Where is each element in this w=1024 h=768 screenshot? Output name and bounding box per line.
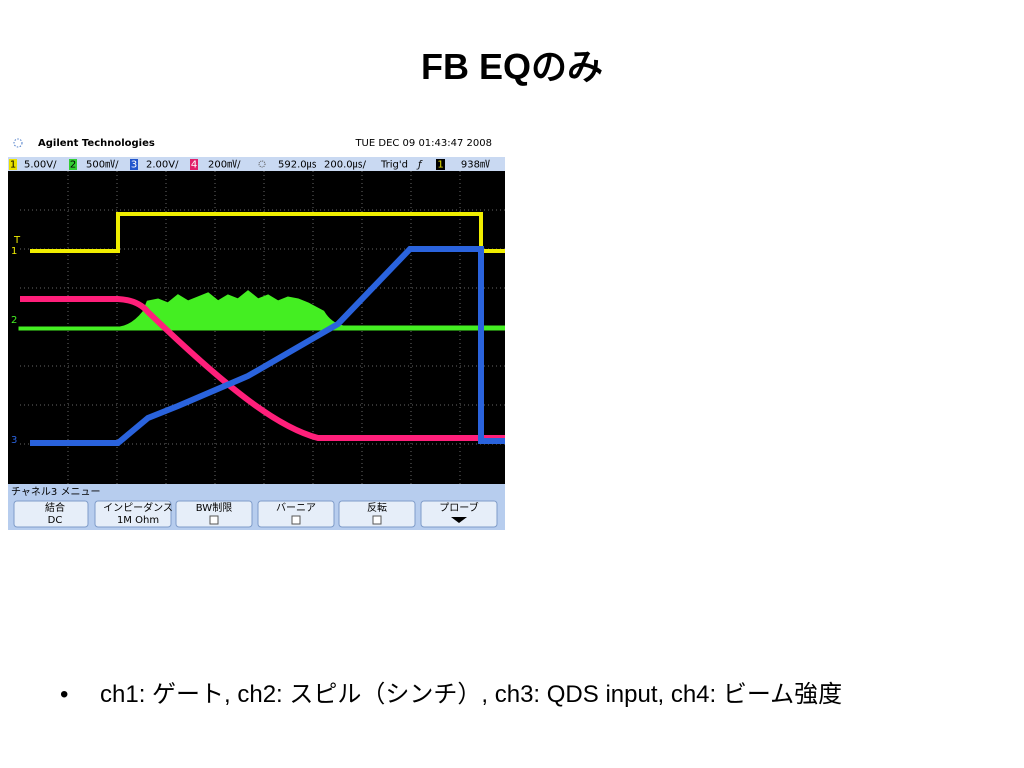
softkey[interactable] [13, 500, 89, 528]
ch1-scale: 5.00V/ [24, 160, 57, 171]
delay-icon [258, 160, 266, 168]
softkey[interactable] [257, 500, 335, 528]
ch2-scale: 500㎷/ [86, 160, 119, 171]
oscilloscope-screenshot: Agilent Technologies TUE DEC 09 01:43:47… [8, 130, 505, 530]
trigger-level: 938㎷ [461, 160, 490, 171]
checkbox [291, 515, 301, 525]
softkeys: 結合 DC インピーダンス 1M Ohm BW制限 バーニア 反転 プローブ [13, 500, 498, 528]
ch1-marker: 1 [11, 246, 17, 257]
ch4-badge [190, 159, 198, 170]
softkey-label: 結合 [45, 501, 65, 514]
ch3-badge [130, 159, 138, 170]
softkey[interactable] [420, 500, 498, 528]
slide-title: FB EQのみ [420, 46, 603, 87]
softkey-value: 1M Ohm [117, 515, 159, 526]
checkbox [209, 515, 219, 525]
softkey-label: 反転 [367, 502, 387, 514]
softkey[interactable] [94, 500, 172, 528]
ch3-marker: 3 [11, 435, 17, 446]
softkey-label: バーニア [276, 502, 316, 514]
trigger-state: Trig'd [380, 160, 408, 171]
menu-title: チャネル3 メニュー [11, 486, 100, 498]
checkbox [372, 515, 382, 525]
bullet-item: • ch1: ゲート, ch2: スピル（シンチ）, ch3: QDS input… [60, 674, 842, 709]
ch3-scale: 2.00V/ [146, 160, 179, 171]
trigger-badge [436, 159, 445, 170]
trigger-edge: ƒ [416, 160, 423, 171]
timestamp: TUE DEC 09 01:43:47 2008 [354, 138, 492, 149]
ch2-marker: 2 [11, 315, 17, 326]
ch2-badge [69, 159, 77, 170]
softkey[interactable] [338, 500, 416, 528]
ch1-trace [30, 212, 505, 253]
status-bar [8, 157, 505, 171]
trigger-marker: T [13, 235, 21, 246]
ch4-trace [20, 296, 505, 441]
ch3-label: 3 [131, 160, 137, 171]
ch4-label: 4 [191, 160, 197, 171]
bullet-dot: • [60, 681, 69, 708]
ch4-scale: 200㎷/ [208, 160, 241, 171]
logo [13, 138, 23, 148]
softkey[interactable] [175, 500, 253, 528]
arrow-icon [451, 517, 467, 523]
ch1-label: 1 [10, 160, 16, 171]
delay: 592.0㎲ [278, 160, 317, 171]
trigger-source: 1 [437, 160, 443, 171]
ch1-badge [9, 159, 17, 170]
bullet-text: ch1: ゲート, ch2: スピル（シンチ）, ch3: QDS input,… [100, 681, 843, 708]
softkey-label: インピーダンス [103, 501, 173, 514]
softkey-label: BW制限 [196, 501, 232, 514]
ch3-trace [30, 246, 505, 446]
timebase: 200.0㎲/ [324, 160, 367, 171]
softkey-label: プローブ [439, 501, 478, 514]
ch2-label: 2 [70, 160, 76, 171]
softkey-value: DC [48, 515, 63, 526]
brand: Agilent Technologies [38, 138, 155, 149]
